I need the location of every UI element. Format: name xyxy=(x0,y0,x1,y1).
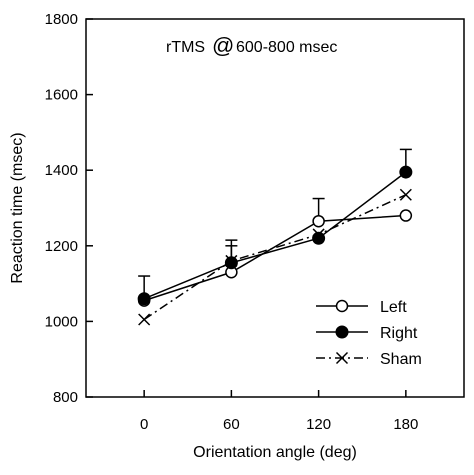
x-axis: 0 60 120 180 xyxy=(140,390,418,433)
data-point-sham xyxy=(312,228,325,241)
annotation: rTMS @ 600-800 msec xyxy=(166,33,337,58)
legend-item-right: Right xyxy=(316,325,418,342)
series-line-sham xyxy=(143,194,407,321)
data-point-left xyxy=(312,214,325,228)
y-axis-title: Reaction time (msec) xyxy=(9,132,26,283)
legend-marker xyxy=(335,351,349,365)
data-point-right xyxy=(137,292,151,306)
annotation-suffix: 600-800 msec xyxy=(236,39,337,56)
data-point-right xyxy=(399,165,413,179)
x-tick-label: 180 xyxy=(393,416,418,433)
legend-item-left: Left xyxy=(316,299,407,316)
x-tick-label: 120 xyxy=(306,416,331,433)
y-tick-label: 1200 xyxy=(45,238,78,255)
series-line-right xyxy=(143,171,407,300)
data-point-sham xyxy=(138,313,151,326)
plot-frame xyxy=(85,18,465,398)
annotation-at: @ xyxy=(212,33,234,58)
y-tick-label: 1600 xyxy=(45,87,78,104)
legend-label: Left xyxy=(380,299,407,316)
annotation-prefix: rTMS xyxy=(166,39,205,56)
x-axis-title: Orientation angle (deg) xyxy=(193,444,357,461)
legend: Left Right Sham xyxy=(316,299,422,368)
legend-label: Sham xyxy=(380,351,422,368)
legend-marker xyxy=(335,299,349,313)
data-point-left xyxy=(399,209,413,222)
y-tick-label: 1800 xyxy=(45,11,78,28)
y-axis: 800 1000 1200 1400 1600 1800 xyxy=(45,11,93,406)
series-layer xyxy=(137,148,413,326)
x-tick-label: 0 xyxy=(140,416,148,433)
legend-label: Right xyxy=(380,325,418,342)
legend-marker xyxy=(335,325,349,339)
y-tick-label: 1000 xyxy=(45,313,78,330)
data-point-sham xyxy=(399,188,412,201)
x-tick-label: 60 xyxy=(223,416,240,433)
data-point-sham xyxy=(225,254,238,267)
series-right xyxy=(137,148,413,306)
series-left xyxy=(137,197,413,307)
y-tick-label: 800 xyxy=(53,389,78,406)
series-line-left xyxy=(143,214,406,302)
legend-item-sham: Sham xyxy=(316,351,422,368)
series-sham xyxy=(138,188,412,326)
y-tick-label: 1400 xyxy=(45,162,78,179)
